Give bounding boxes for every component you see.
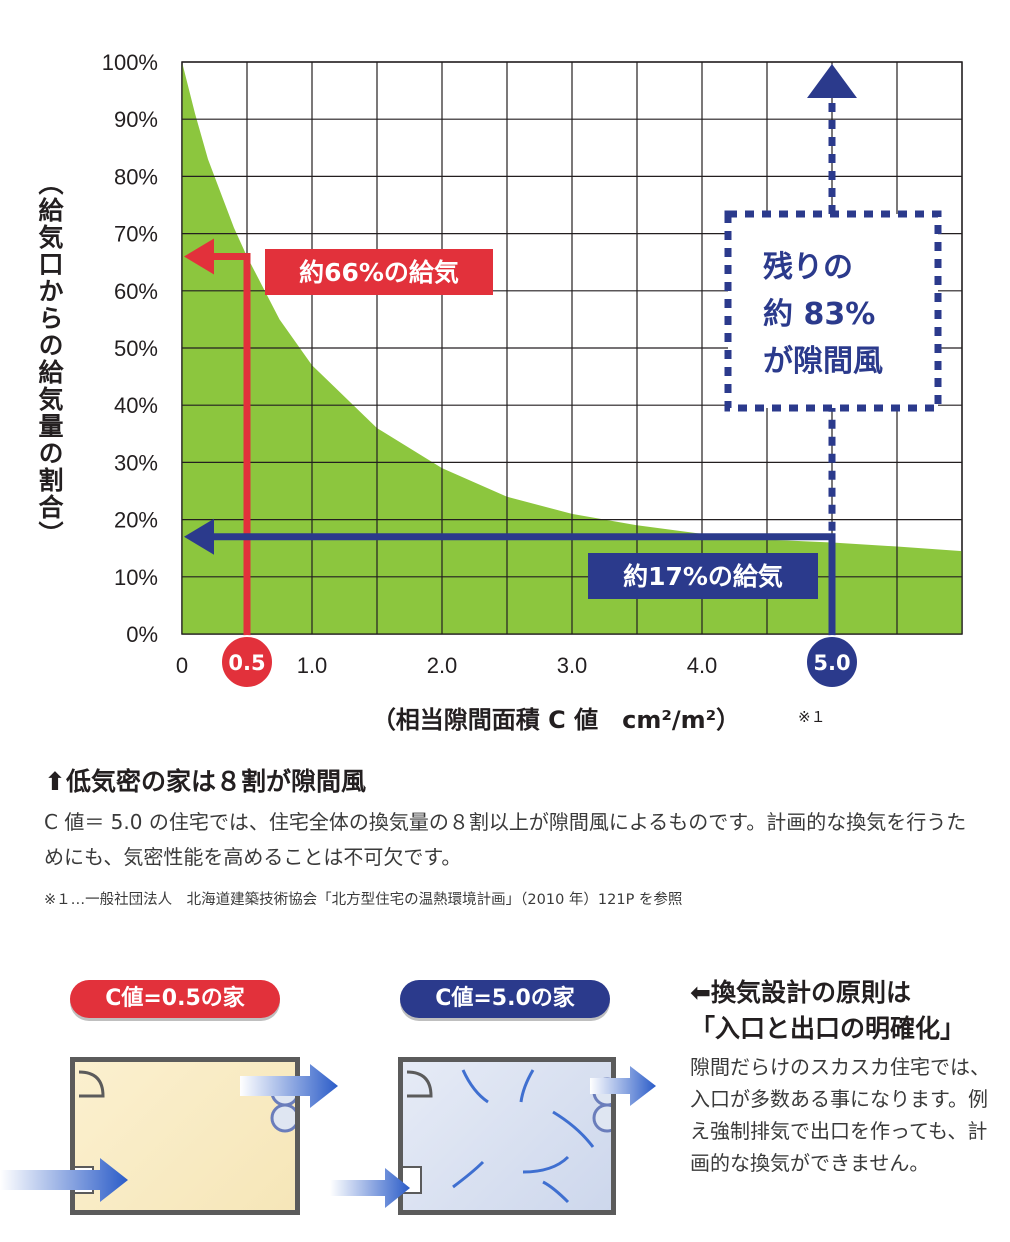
leaky-house-airflow bbox=[330, 1066, 656, 1208]
y-tick-label: 70% bbox=[114, 222, 158, 247]
principle-heading-line1: 換気設計の原則は bbox=[710, 978, 911, 1007]
red-callout-box bbox=[265, 249, 493, 295]
y-tick-label: 20% bbox=[114, 508, 158, 533]
section-heading-text: 低気密の家は８割が隙間風 bbox=[66, 767, 367, 796]
low-c-house-label: C値=0.5の家 bbox=[70, 980, 280, 1018]
y-tick-label: 100% bbox=[102, 50, 158, 75]
gap-wind-box bbox=[724, 210, 942, 412]
red-x-marker bbox=[220, 635, 274, 689]
x-tick-label: 1.0 bbox=[297, 653, 328, 678]
high-c-house-label: C値=5.0の家 bbox=[400, 980, 610, 1018]
left-arrow-icon: ⬅ bbox=[690, 978, 711, 1007]
chart: 0% 10% 20% 30% 40% 50% 60% 70% 80% 90% 100% 0 1.0 2.0… bbox=[102, 50, 963, 734]
blue-x-marker-label: 5.0 bbox=[813, 651, 850, 675]
ventilation-principle: ⬅換気設計の原則は 「入口と出口の明確化」 隙間だらけのスカスカ住宅では、入口が… bbox=[690, 975, 990, 1179]
y-tick-label: 40% bbox=[114, 393, 158, 418]
y-tick-label: 80% bbox=[114, 164, 158, 189]
footnote: ※１…一般社団法人 北海道建築技術協会「北方型住宅の温熱環境計画」（2010 年… bbox=[44, 892, 683, 908]
blue-callout-label: 約17%の給気 bbox=[623, 562, 783, 591]
x-tick-label: 3.0 bbox=[557, 653, 588, 678]
gap-wind-text-line: が隙間風 bbox=[763, 344, 883, 379]
section-body: C 値＝ 5.0 の住宅では、住宅全体の換気量の８割以上が隙間風によるものです。… bbox=[44, 810, 967, 869]
y-tick-label: 0% bbox=[126, 622, 158, 647]
x-axis-note: ※１ bbox=[798, 708, 826, 726]
red-arrow-head bbox=[184, 238, 214, 275]
red-callout-label: 約66%の給気 bbox=[299, 258, 459, 287]
red-x-marker-label: 0.5 bbox=[228, 651, 265, 675]
airtight-house-airflow bbox=[0, 1064, 338, 1202]
up-arrow-icon: ⬆ bbox=[44, 767, 66, 796]
x-tick-label: 2.0 bbox=[427, 653, 458, 678]
blue-callout-box bbox=[588, 553, 818, 599]
blue-guide-line bbox=[210, 533, 836, 638]
y-tick-label: 50% bbox=[114, 336, 158, 361]
y-tick-label: 90% bbox=[114, 107, 158, 132]
x-tick-label: 4.0 bbox=[687, 653, 718, 678]
gap-wind-text-line: 残りの bbox=[763, 250, 853, 285]
red-guide-line bbox=[210, 252, 251, 646]
y-axis-label: （給気口からの給気量の割合） bbox=[35, 170, 64, 548]
y-tick-label: 30% bbox=[114, 450, 158, 475]
x-tick-label: 0 bbox=[176, 653, 188, 678]
blue-x-marker bbox=[805, 635, 859, 689]
principle-body: 隙間だらけのスカスカ住宅では、入口が多数ある事になります。例え強制排気で出口を作… bbox=[690, 1055, 990, 1175]
x-axis-label: （相当隙間面積 C 値 cm²/m²） bbox=[372, 706, 740, 734]
section-heading: ⬆低気密の家は８割が隙間風 bbox=[44, 762, 367, 798]
blue-arrow-head bbox=[184, 518, 214, 555]
y-tick-label: 60% bbox=[114, 279, 158, 304]
principle-heading-line2: 「入口と出口の明確化」 bbox=[690, 1014, 966, 1043]
principle-heading: ⬅換気設計の原則は bbox=[690, 975, 990, 1011]
y-tick-label: 10% bbox=[114, 565, 158, 590]
gap-wind-text-line: 約 83% bbox=[763, 297, 875, 332]
blue-up-arrow-head bbox=[807, 64, 857, 98]
